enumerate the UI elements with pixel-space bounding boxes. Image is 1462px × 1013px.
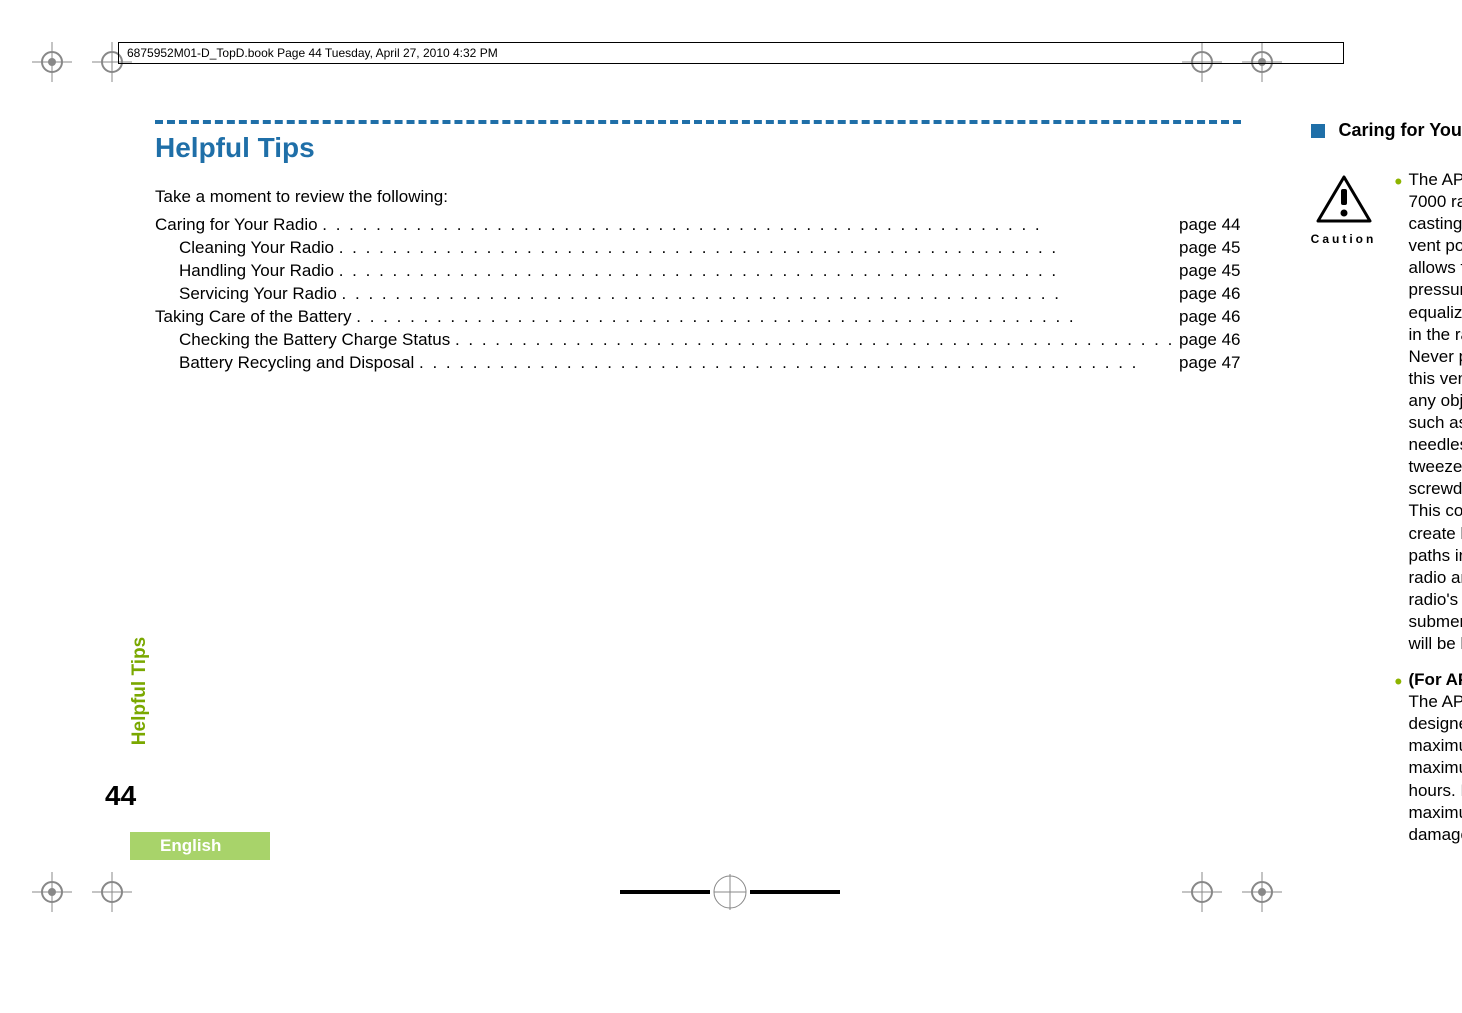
toc-leader <box>342 284 1175 304</box>
right-column: Caring for Your Radio Caution The APX 70… <box>1311 120 1462 860</box>
fold-mark-icon <box>620 870 840 914</box>
toc-label: Caring for Your Radio <box>155 215 322 235</box>
toc-row: Handling Your Radio page 45 <box>155 261 1241 281</box>
reg-mark-bl <box>30 870 74 914</box>
toc-row: Checking the Battery Charge Status page … <box>155 330 1241 350</box>
toc-row: Cleaning Your Radio page 45 <box>155 238 1241 258</box>
subsection-title: Caring for Your Radio <box>1339 120 1462 141</box>
toc-label: Servicing Your Radio <box>179 284 342 304</box>
toc-label: Taking Care of the Battery <box>155 307 356 327</box>
section-title: Helpful Tips <box>155 132 1241 164</box>
title-rule <box>155 120 1241 124</box>
toc-row: Battery Recycling and Disposal page 47 <box>155 353 1241 373</box>
caution-block: Caution <box>1311 169 1377 860</box>
toc-leader <box>339 238 1175 258</box>
toc-leader <box>322 215 1174 235</box>
toc-label: Battery Recycling and Disposal <box>179 353 419 373</box>
reg-mark-tl <box>30 40 74 84</box>
side-tab-label: Helpful Tips <box>129 631 151 751</box>
toc-leader <box>419 353 1174 373</box>
page-number: 44 <box>105 780 136 812</box>
toc-row: Caring for Your Radio page 44 <box>155 215 1241 235</box>
toc-page: page 46 <box>1174 330 1240 350</box>
print-header: 6875952M01-D_TopD.book Page 44 Tuesday, … <box>118 42 1344 64</box>
toc-page: page 46 <box>1174 307 1240 327</box>
caution-bullet-2: (For APX 7000 R Radios Only) The APX 700… <box>1409 669 1462 846</box>
left-column: Helpful Tips Take a moment to review the… <box>155 120 1241 860</box>
toc-label: Checking the Battery Charge Status <box>179 330 455 350</box>
toc-page: page 45 <box>1174 238 1240 258</box>
subsection-header: Caring for Your Radio <box>1311 120 1462 141</box>
reg-mark-br <box>1180 870 1224 914</box>
caution-icon <box>1316 175 1372 223</box>
toc-page: page 45 <box>1174 261 1240 281</box>
reg-mark-br2 <box>1240 870 1284 914</box>
toc: Caring for Your Radio page 44 Cleaning Yo… <box>155 215 1241 373</box>
toc-label: Handling Your Radio <box>179 261 339 281</box>
toc-page: page 46 <box>1174 284 1240 304</box>
toc-leader <box>339 261 1175 281</box>
caution-bullet-1-text: The APX 7000 radio casting has a vent po… <box>1409 169 1462 655</box>
toc-leader <box>455 330 1174 350</box>
toc-page: page 44 <box>1174 215 1240 235</box>
toc-label: Cleaning Your Radio <box>179 238 339 258</box>
caution-bullet-1: The APX 7000 radio casting has a vent po… <box>1409 169 1462 655</box>
intro-text: Take a moment to review the following: <box>155 186 1241 209</box>
toc-row: Servicing Your Radio page 46 <box>155 284 1241 304</box>
caution-bullet-2-body: The APX 7000 R radio is designed to be s… <box>1409 692 1462 844</box>
toc-page: page 47 <box>1174 353 1240 373</box>
toc-row: Taking Care of the Battery page 46 <box>155 307 1241 327</box>
caution-bullet-2-bold: (For APX 7000 R Radios Only) <box>1409 670 1462 689</box>
caution-label: Caution <box>1311 232 1377 246</box>
print-header-text: 6875952M01-D_TopD.book Page 44 Tuesday, … <box>127 46 498 60</box>
toc-leader <box>356 307 1174 327</box>
reg-mark-bl2 <box>90 870 134 914</box>
header-square-icon <box>1311 124 1325 138</box>
